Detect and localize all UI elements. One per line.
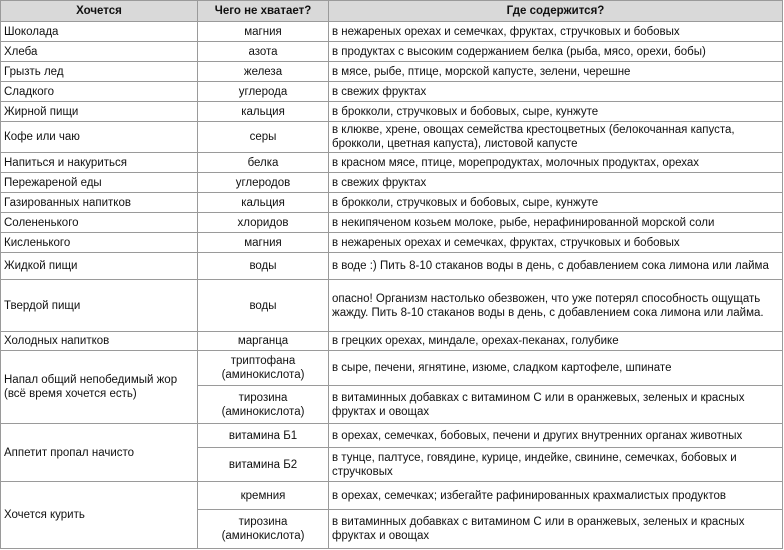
source-cell: в орехах, семечках; избегайте рафинирова… bbox=[328, 481, 783, 510]
craving-cell: Сладкого bbox=[0, 81, 198, 102]
craving-cell: Холодных напитков bbox=[0, 331, 198, 351]
table-row: витамина Б2 в тунце, палтусе, говядине, к… bbox=[1, 447, 783, 482]
source-cell: в продуктах с высоким содержанием белка … bbox=[328, 41, 783, 62]
deficiency-cell: кальция bbox=[197, 101, 329, 122]
source-cell: в свежих фруктах bbox=[328, 81, 783, 102]
source-cell: в нежареных орехах и семечках, фруктах, … bbox=[328, 232, 783, 253]
header-row: Хочется Чего не хватает? Где содержится? bbox=[0, 0, 783, 22]
table-row: Солененького хлоридов в некипяченом козьем… bbox=[0, 212, 783, 233]
deficiency-cell: азота bbox=[197, 41, 329, 62]
deficiency-cell: магния bbox=[197, 21, 329, 42]
table-row: Грызть лед железа в мясе, рыбе, птице, мор… bbox=[0, 61, 783, 82]
craving-cell: Грызть лед bbox=[0, 61, 198, 82]
table-row: Твердой пищи воды опасно! Организм настоль… bbox=[0, 279, 783, 332]
craving-cell: Жирной пищи bbox=[0, 101, 198, 122]
craving-cell: Пережареной еды bbox=[0, 172, 198, 193]
deficiency-cell: тирозина (аминокислота) bbox=[197, 385, 329, 424]
craving-cell: Напал общий непобедимый жор (всё время х… bbox=[0, 350, 198, 424]
table-row: Напиться и накуриться белка в красном мясе… bbox=[0, 152, 783, 173]
deficiency-cell: витамина Б2 bbox=[197, 447, 329, 482]
header-cell: Где содержится? bbox=[328, 0, 783, 22]
table-row: тирозина (аминокислота) в витаминных доба… bbox=[1, 509, 783, 549]
table-body: Шоколада магния в нежареных орехах и семеч… bbox=[0, 21, 783, 549]
craving-cell: Шоколада bbox=[0, 21, 198, 42]
deficiency-cell: марганца bbox=[197, 331, 329, 351]
table-row: Пережареной еды углеродов в свежих фруктах bbox=[0, 172, 783, 193]
craving-cell: Кисленького bbox=[0, 232, 198, 253]
craving-cell: Газированных напитков bbox=[0, 192, 198, 213]
deficiency-cell: тирозина (аминокислота) bbox=[197, 509, 329, 549]
source-cell: в свежих фруктах bbox=[328, 172, 783, 193]
source-cell: в некипяченом козьем молоке, рыбе, нераф… bbox=[328, 212, 783, 233]
craving-cell: Жидкой пищи bbox=[0, 252, 198, 280]
deficiency-cell: кальция bbox=[197, 192, 329, 213]
deficiency-cell: белка bbox=[197, 152, 329, 173]
deficiency-cell: углеродов bbox=[197, 172, 329, 193]
deficiency-cell: хлоридов bbox=[197, 212, 329, 233]
table-row: Аппетит пропал начисто витамина Б1 в ореха… bbox=[0, 423, 783, 482]
table-row: тирозина (аминокислота) в витаминных доба… bbox=[1, 385, 783, 424]
source-cell: в красном мясе, птице, морепродуктах, мо… bbox=[328, 152, 783, 173]
craving-cell: Аппетит пропал начисто bbox=[0, 423, 198, 482]
source-cell: в брокколи, стручковых и бобовых, сыре, … bbox=[328, 192, 783, 213]
table-row: Газированных напитков кальция в брокколи, … bbox=[0, 192, 783, 213]
deficiency-cell: серы bbox=[197, 121, 329, 153]
table-row: Напал общий непобедимый жор (всё время х… bbox=[0, 350, 783, 424]
table-row: Шоколада магния в нежареных орехах и семеч… bbox=[0, 21, 783, 42]
deficiency-cell: магния bbox=[197, 232, 329, 253]
header-cell: Хочется bbox=[0, 0, 198, 22]
deficiency-cell: триптофана (аминокислота) bbox=[197, 350, 329, 386]
source-cell: в тунце, палтусе, говядине, курице, инде… bbox=[328, 447, 783, 482]
table-row: Сладкого углерода в свежих фруктах bbox=[0, 81, 783, 102]
deficiency-cell: углерода bbox=[197, 81, 329, 102]
deficiency-cell: воды bbox=[197, 252, 329, 280]
source-cell: опасно! Организм настолько обезвожен, чт… bbox=[328, 279, 783, 332]
table-row: Хочется курить кремния в орехах, семечках;… bbox=[0, 481, 783, 549]
source-cell: в витаминных добавках с витамином С или … bbox=[328, 509, 783, 549]
source-cell: в клюкве, хрене, овощах семейства кресто… bbox=[328, 121, 783, 153]
source-cell: в грецких орехах, миндале, орехах-пекана… bbox=[328, 331, 783, 351]
source-cell: в воде :) Пить 8-10 стаканов воды в день… bbox=[328, 252, 783, 280]
craving-cell: Напиться и накуриться bbox=[0, 152, 198, 173]
table-head: Хочется Чего не хватает? Где содержится? bbox=[0, 0, 783, 22]
craving-cell: Хочется курить bbox=[0, 481, 198, 549]
source-cell: в витаминных добавках с витамином С или … bbox=[328, 385, 783, 424]
deficiency-cell: железа bbox=[197, 61, 329, 82]
source-cell: в брокколи, стручковых и бобовых, сыре, … bbox=[328, 101, 783, 122]
header-cell: Чего не хватает? bbox=[197, 0, 329, 22]
source-cell: в нежареных орехах и семечках, фруктах, … bbox=[328, 21, 783, 42]
table-row: Кисленького магния в нежареных орехах и се… bbox=[0, 232, 783, 253]
source-cell: в сыре, печени, ягнятине, изюме, сладком… bbox=[328, 350, 783, 386]
table-row: Жирной пищи кальция в брокколи, стручковых… bbox=[0, 101, 783, 122]
table-row: Холодных напитков марганца в грецких ореха… bbox=[0, 331, 783, 351]
craving-cell: Солененького bbox=[0, 212, 198, 233]
source-cell: в мясе, рыбе, птице, морской капусте, зе… bbox=[328, 61, 783, 82]
craving-cell: Хлеба bbox=[0, 41, 198, 62]
source-cell: в орехах, семечках, бобовых, печени и др… bbox=[328, 423, 783, 448]
deficiency-cell: витамина Б1 bbox=[197, 423, 329, 448]
deficiency-cell: воды bbox=[197, 279, 329, 332]
deficiency-cell: кремния bbox=[197, 481, 329, 510]
craving-cell: Кофе или чаю bbox=[0, 121, 198, 153]
table-row: Жидкой пищи воды в воде :) Пить 8-10 стака… bbox=[0, 252, 783, 280]
table-row: Хлеба азота в продуктах с высоким содержан… bbox=[0, 41, 783, 62]
table-row: Кофе или чаю серы в клюкве, хрене, овощах … bbox=[0, 121, 783, 153]
craving-cell: Твердой пищи bbox=[0, 279, 198, 332]
